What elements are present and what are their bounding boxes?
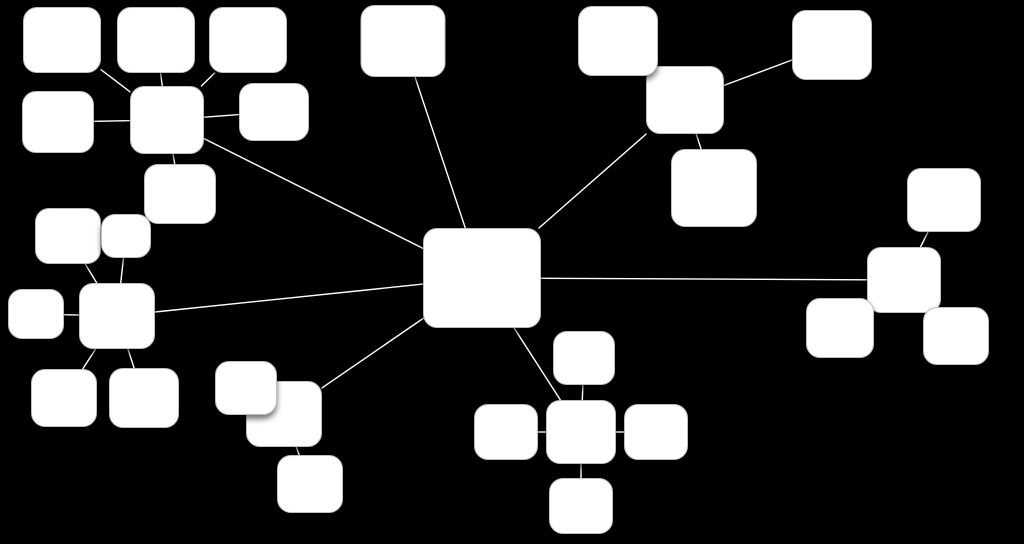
node-C3 bbox=[8, 289, 64, 339]
node-C2 bbox=[101, 214, 151, 258]
node-E1 bbox=[553, 331, 615, 385]
node-B1 bbox=[578, 6, 658, 76]
node-C5 bbox=[109, 368, 179, 428]
node-A4 bbox=[22, 91, 94, 153]
node-F3 bbox=[923, 307, 989, 365]
edge bbox=[173, 154, 175, 164]
edge bbox=[541, 278, 867, 280]
edge bbox=[94, 121, 130, 122]
node-A2 bbox=[117, 7, 195, 73]
node-C1 bbox=[35, 208, 101, 264]
node-B3 bbox=[671, 149, 757, 227]
node-A5 bbox=[239, 83, 309, 141]
edge bbox=[201, 73, 214, 86]
edge bbox=[921, 232, 929, 247]
edge bbox=[724, 60, 792, 85]
node-D1 bbox=[215, 361, 277, 415]
node-C bbox=[79, 283, 155, 349]
node-center bbox=[423, 228, 541, 328]
edge bbox=[204, 139, 423, 249]
node-E bbox=[546, 400, 616, 464]
node-A6 bbox=[144, 164, 216, 224]
edge bbox=[539, 134, 646, 228]
node-C4 bbox=[31, 369, 97, 427]
edge bbox=[161, 73, 163, 86]
node-F1 bbox=[907, 168, 981, 232]
edge bbox=[83, 349, 96, 369]
edge bbox=[128, 349, 134, 368]
node-top bbox=[361, 5, 446, 77]
node-A bbox=[130, 86, 204, 154]
edge bbox=[582, 385, 583, 400]
edge bbox=[415, 77, 465, 228]
node-F2 bbox=[806, 298, 874, 358]
edge bbox=[121, 258, 124, 283]
edge bbox=[85, 264, 97, 283]
edge bbox=[101, 70, 130, 92]
node-B2 bbox=[792, 10, 872, 80]
node-A1 bbox=[23, 7, 101, 73]
edge bbox=[322, 319, 423, 388]
node-D2 bbox=[277, 455, 343, 513]
node-A3 bbox=[209, 7, 287, 73]
node-F bbox=[867, 247, 941, 313]
edge bbox=[296, 447, 299, 455]
node-B bbox=[646, 66, 724, 134]
edge bbox=[204, 115, 239, 118]
edge bbox=[155, 284, 423, 312]
node-E2 bbox=[474, 404, 538, 460]
node-E3 bbox=[624, 404, 688, 460]
network-diagram bbox=[0, 0, 1024, 544]
edge bbox=[696, 134, 701, 149]
node-E4 bbox=[549, 478, 613, 534]
